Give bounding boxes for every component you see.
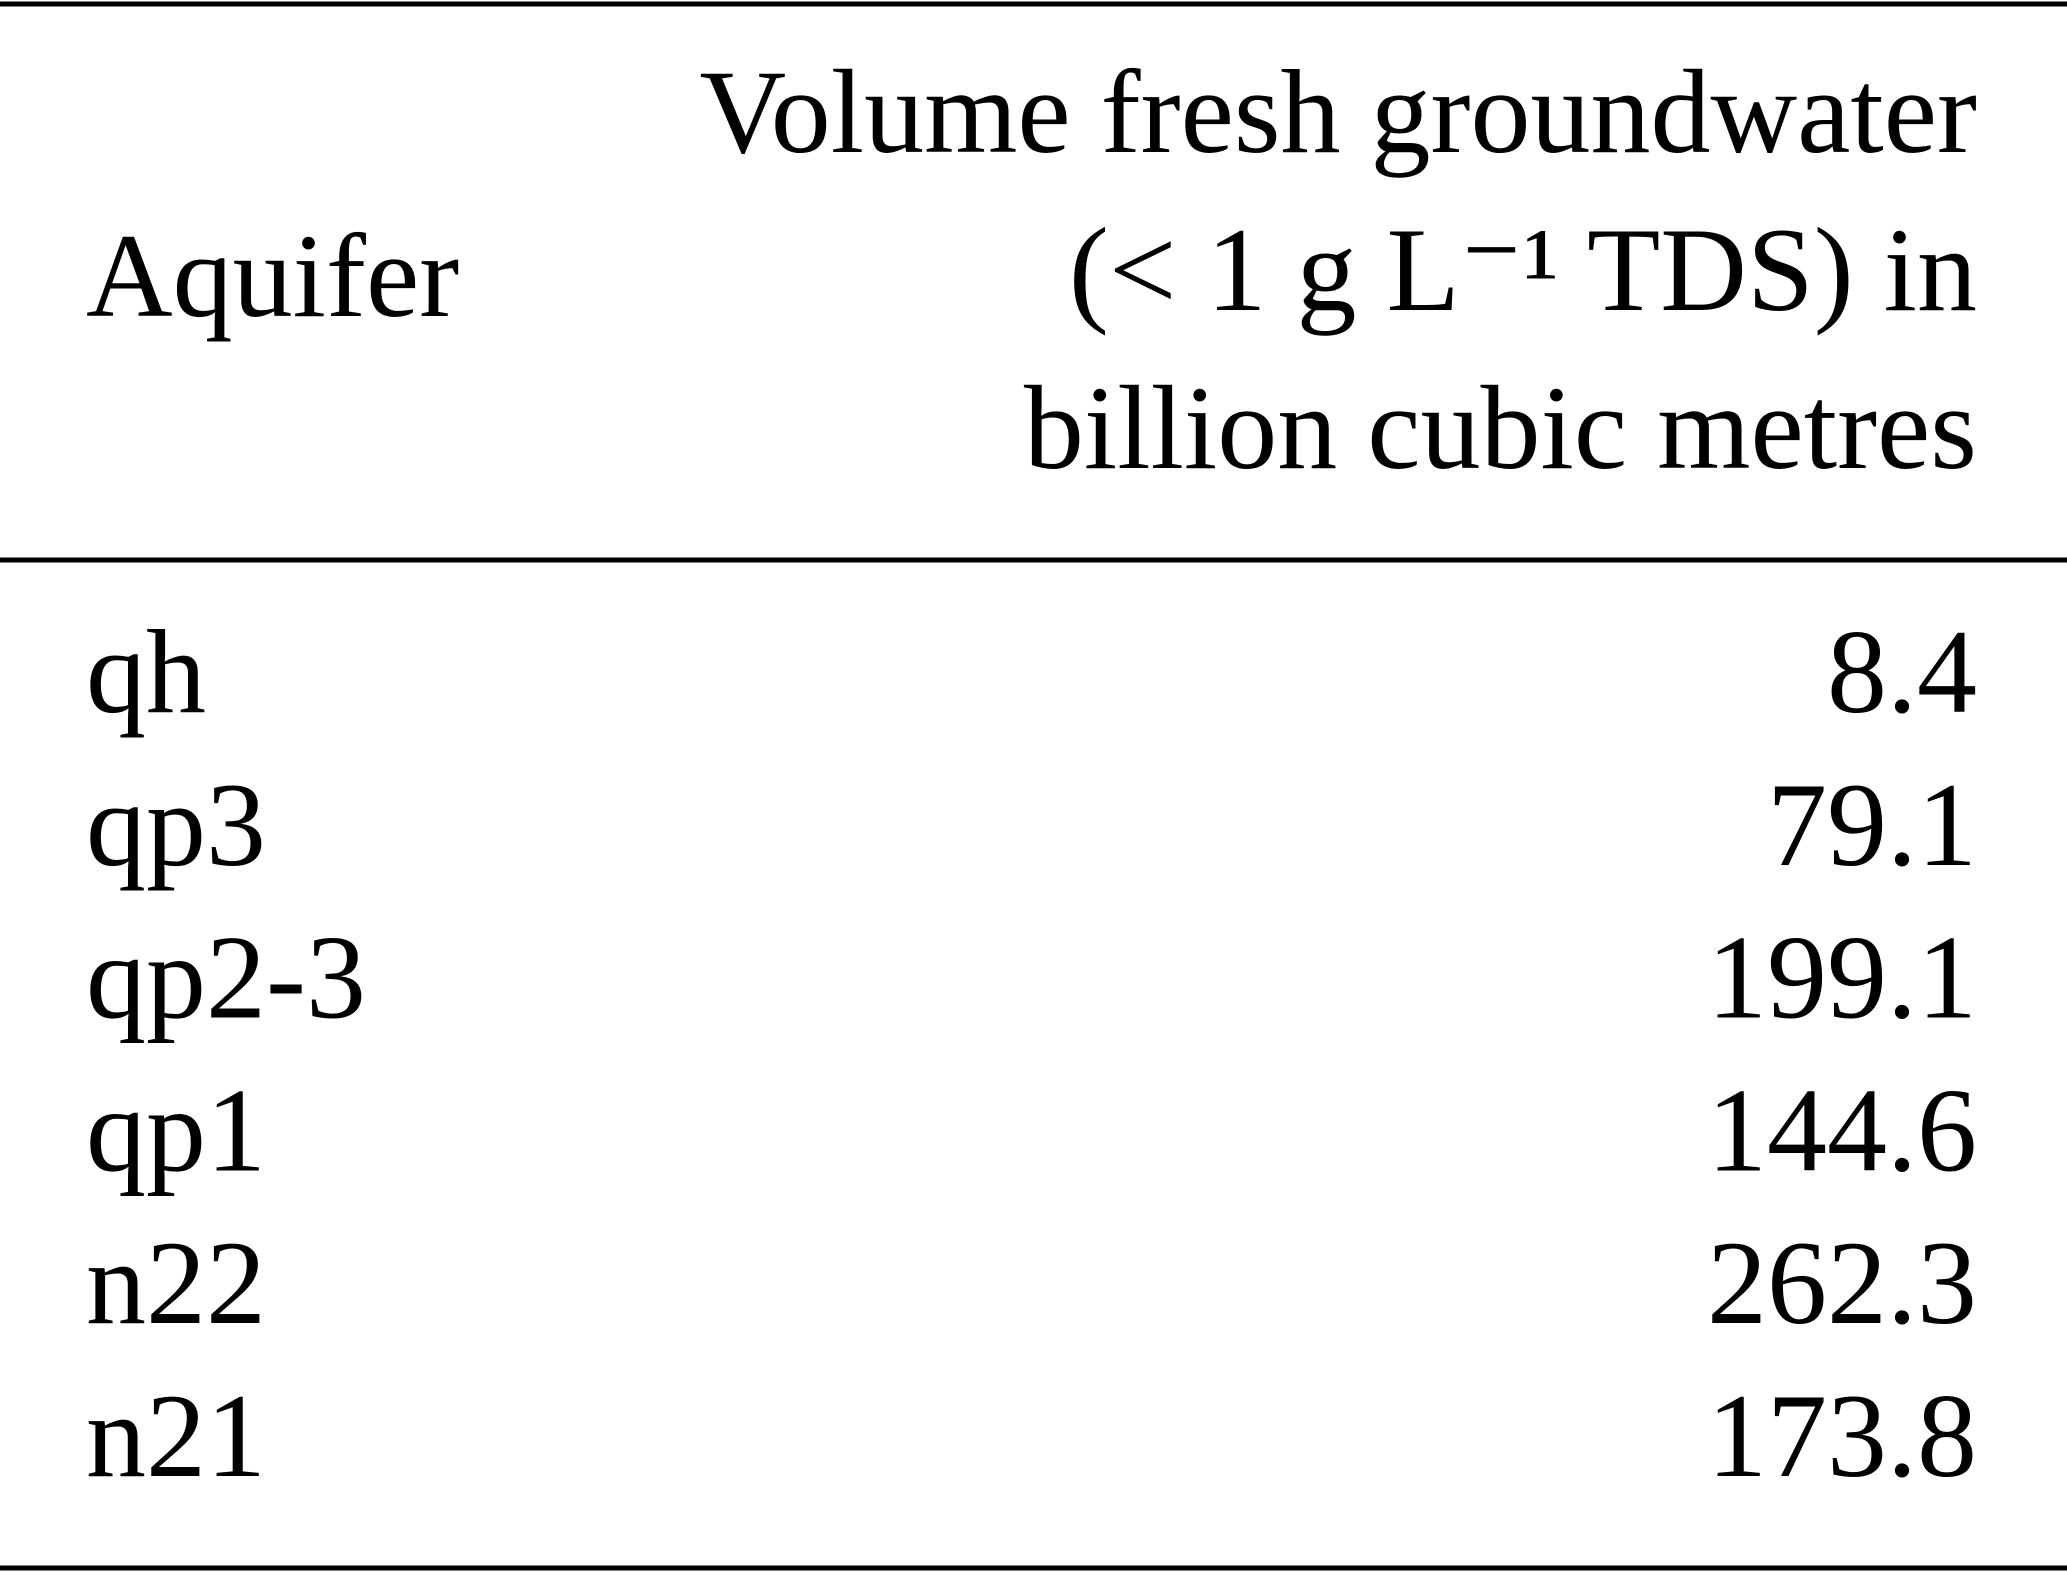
aquifer-cell: n22	[86, 1216, 266, 1349]
volume-cell: 79.1	[1767, 758, 1977, 891]
aquifer-cell: qp1	[86, 1063, 266, 1196]
volume-cell: 144.6	[1707, 1063, 1977, 1196]
volume-cell: 199.1	[1707, 911, 1977, 1044]
volume-cell: 262.3	[1707, 1216, 1977, 1349]
header-volume-line: billion cubic metres	[1024, 361, 1977, 494]
volume-cell: 8.4	[1827, 605, 1977, 738]
volume-cell: 173.8	[1707, 1369, 1977, 1502]
aquifer-cell: qp2-3	[86, 911, 366, 1044]
header-volume-line: Volume fresh groundwater	[700, 45, 1977, 178]
aquifer-cell: n21	[86, 1369, 266, 1502]
header-volume-line: (< 1 g L⁻¹ TDS) in	[1069, 203, 1977, 336]
aquifer-cell: qp3	[86, 758, 266, 891]
aquifer-cell: qh	[86, 605, 206, 738]
header-aquifer: Aquifer	[86, 209, 459, 342]
